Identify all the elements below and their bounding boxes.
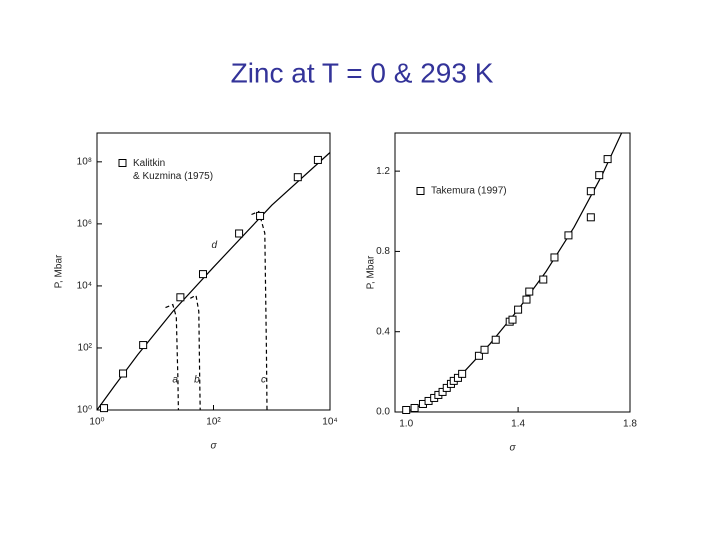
curve-label: a: [172, 375, 178, 386]
y-tick-label: 10⁰: [77, 405, 92, 416]
x-tick-label: 1.0: [399, 419, 413, 430]
data-point: [525, 287, 534, 296]
curve-label: d: [212, 240, 218, 251]
x-axis-label: σ: [509, 443, 516, 454]
data-point: [198, 270, 207, 279]
y-tick-label: 10⁴: [77, 281, 92, 292]
curve: [405, 132, 623, 413]
data-point: [438, 387, 447, 396]
legend-label-line: Kalitkin: [133, 158, 165, 169]
data-point: [119, 369, 128, 378]
legend-marker: [118, 159, 127, 167]
data-point: [100, 404, 109, 413]
data-point: [603, 155, 612, 164]
data-point: [293, 173, 302, 182]
data-point: [442, 383, 451, 392]
data-point: [586, 187, 595, 196]
x-axis-label: σ: [210, 441, 217, 452]
data-point: [458, 369, 467, 378]
data-point: [313, 155, 322, 164]
plot-frame: [394, 132, 631, 413]
data-point: [539, 275, 548, 284]
data-point: [256, 211, 265, 220]
x-tick-label: 10²: [206, 417, 221, 428]
data-point: [410, 403, 419, 412]
y-tick-label: 10⁸: [77, 156, 92, 167]
data-point: [139, 341, 148, 350]
data-point: [508, 315, 517, 324]
x-tick-label: 1.4: [511, 419, 525, 430]
data-point: [522, 295, 531, 304]
slide-title: Zinc at T = 0 & 293 K: [231, 57, 494, 88]
y-axis-label: P, Mbar: [366, 255, 377, 289]
y-tick-label: 10⁶: [77, 219, 92, 230]
x-tick-label: 1.8: [623, 419, 637, 430]
data-point: [402, 405, 411, 414]
data-point: [586, 213, 595, 222]
x-tick-label: 10⁰: [89, 417, 104, 428]
x-tick-label: 10⁴: [322, 417, 337, 428]
legend-label: Takemura (1997): [431, 186, 507, 197]
data-point: [491, 335, 500, 344]
y-axis-label: P, Mbar: [54, 254, 65, 288]
y-tick-label: 10²: [78, 343, 93, 354]
curve: [165, 303, 179, 411]
data-point: [595, 171, 604, 180]
legend-label: Kalitkin & Kuzmina (1975): [133, 158, 213, 182]
legend-marker: [416, 187, 425, 195]
data-point: [564, 231, 573, 240]
data-point: [453, 373, 462, 382]
curve-label: c: [261, 375, 266, 386]
y-tick-label: 0.0: [376, 407, 390, 418]
legend-label-line: & Kuzmina (1975): [133, 171, 213, 182]
y-tick-label: 0.4: [376, 326, 390, 337]
data-point: [176, 293, 185, 302]
curve: [190, 294, 201, 411]
curve: [96, 152, 331, 411]
curve: [251, 210, 268, 411]
curve-label: b: [194, 375, 200, 386]
data-point: [235, 229, 244, 238]
data-point: [474, 351, 483, 360]
y-tick-label: 0.8: [376, 246, 390, 257]
data-point: [480, 345, 489, 354]
y-tick-label: 1.2: [376, 166, 390, 177]
data-point: [550, 253, 559, 262]
data-point: [514, 305, 523, 314]
